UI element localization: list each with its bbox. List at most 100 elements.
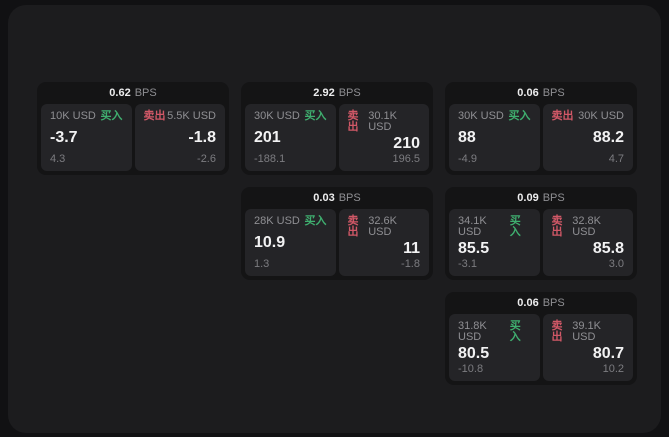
bps-unit: BPS <box>338 87 361 99</box>
buy-delta: -10.8 <box>458 363 484 375</box>
sell-price: 80.7 <box>592 344 624 362</box>
sell-panel[interactable]: 卖出 32.8K USD 85.8 3.0 <box>542 209 633 276</box>
buy-panel[interactable]: 30K USD 买入 201 -188.1 <box>245 104 336 171</box>
buy-price: 80.5 <box>458 344 490 362</box>
bps-unit: BPS <box>134 87 157 99</box>
buy-panel[interactable]: 10K USD 买入 -3.7 4.3 <box>41 104 132 171</box>
card-body: 28K USD 买入 10.9 1.3 卖出 32.6K USD 11 -1.8 <box>245 209 429 276</box>
sell-panel[interactable]: 卖出 39.1K USD 80.7 10.2 <box>542 314 633 381</box>
cards-grid: 0.62 BPS 10K USD 买入 -3.7 4.3 卖出 5.5K USD… <box>37 82 637 385</box>
sell-notional: 39.1K USD <box>572 320 601 343</box>
card-header: 0.06 BPS <box>449 292 633 314</box>
card-header: 0.03 BPS <box>245 187 429 209</box>
buy-delta: 1.3 <box>254 258 270 270</box>
card-body: 30K USD 买入 88 -4.9 卖出 30K USD 88.2 4.7 <box>449 104 633 171</box>
sell-panel[interactable]: 卖出 5.5K USD -1.8 -2.6 <box>134 104 225 171</box>
sell-top-row: 卖出 5.5K USD <box>144 111 217 122</box>
buy-notional: 28K USD <box>254 215 300 227</box>
buy-side-label: 买入 <box>509 215 521 238</box>
sell-notional: 32.6K USD <box>368 215 397 238</box>
buy-panel[interactable]: 28K USD 买入 10.9 1.3 <box>245 209 336 276</box>
buy-top-row: 30K USD 买入 <box>254 111 327 122</box>
buy-price: -3.7 <box>50 129 78 146</box>
sell-panel[interactable]: 卖出 30K USD 88.2 4.7 <box>542 104 633 171</box>
bps-unit: BPS <box>338 192 361 204</box>
sell-side-label: 卖出 <box>551 110 574 122</box>
buy-delta: -4.9 <box>458 153 477 165</box>
card-body: 31.8K USD 买入 80.5 -10.8 卖出 39.1K USD 80.… <box>449 314 633 381</box>
sell-panel[interactable]: 卖出 30.1K USD 210 196.5 <box>338 104 429 171</box>
quote-card: 2.92 BPS 30K USD 买入 201 -188.1 卖出 30.1K … <box>241 82 433 175</box>
buy-side-label: 买入 <box>508 110 531 122</box>
sell-top-row: 卖出 39.1K USD <box>552 321 625 343</box>
card-header: 0.06 BPS <box>449 82 633 104</box>
sell-side-label: 卖出 <box>347 110 359 133</box>
buy-side-label: 买入 <box>304 110 327 122</box>
card-body: 34.1K USD 买入 85.5 -3.1 卖出 32.8K USD 85.8… <box>449 209 633 276</box>
sell-price: 85.8 <box>592 239 624 257</box>
sell-notional: 5.5K USD <box>167 110 216 122</box>
bps-unit: BPS <box>542 297 565 309</box>
buy-price: 10.9 <box>254 234 286 251</box>
sell-delta: 4.7 <box>608 153 624 165</box>
sell-side-label: 卖出 <box>347 215 359 238</box>
quote-card: 0.03 BPS 28K USD 买入 10.9 1.3 卖出 32.6K US… <box>241 187 433 280</box>
buy-side-label: 买入 <box>304 215 327 227</box>
quote-card: 0.62 BPS 10K USD 买入 -3.7 4.3 卖出 5.5K USD… <box>37 82 229 175</box>
sell-price: 88.2 <box>592 129 624 146</box>
sell-price: 11 <box>403 239 420 257</box>
sell-delta: -2.6 <box>197 153 216 165</box>
sell-delta: 10.2 <box>602 363 624 375</box>
buy-side-label: 买入 <box>509 320 521 343</box>
buy-panel[interactable]: 30K USD 买入 88 -4.9 <box>449 104 540 171</box>
buy-price: 201 <box>254 129 281 146</box>
sell-price: -1.8 <box>188 129 216 146</box>
bps-value: 0.03 <box>313 192 335 204</box>
bps-unit: BPS <box>542 192 565 204</box>
sell-top-row: 卖出 32.8K USD <box>552 216 625 238</box>
buy-top-row: 10K USD 买入 <box>50 111 123 122</box>
sell-top-row: 卖出 32.6K USD <box>348 216 421 238</box>
sell-side-label: 卖出 <box>551 320 563 343</box>
sell-top-row: 卖出 30K USD <box>552 111 625 122</box>
buy-notional: 30K USD <box>458 110 504 122</box>
buy-delta: -188.1 <box>254 153 286 165</box>
buy-notional: 31.8K USD <box>458 320 487 343</box>
bps-value: 0.09 <box>517 192 539 204</box>
buy-price: 85.5 <box>458 239 490 257</box>
quote-card: 0.06 BPS 31.8K USD 买入 80.5 -10.8 卖出 39.1… <box>445 292 637 385</box>
buy-top-row: 34.1K USD 买入 <box>458 216 531 238</box>
buy-side-label: 买入 <box>100 110 123 122</box>
buy-panel[interactable]: 34.1K USD 买入 85.5 -3.1 <box>449 209 540 276</box>
buy-price: 88 <box>458 129 476 146</box>
sell-price: 210 <box>393 134 420 152</box>
sell-side-label: 卖出 <box>551 215 563 238</box>
buy-panel[interactable]: 31.8K USD 买入 80.5 -10.8 <box>449 314 540 381</box>
quote-card: 0.06 BPS 30K USD 买入 88 -4.9 卖出 30K USD 8… <box>445 82 637 175</box>
buy-delta: -3.1 <box>458 258 477 270</box>
bps-value: 0.62 <box>109 87 131 99</box>
sell-notional: 30.1K USD <box>368 110 397 133</box>
sell-top-row: 卖出 30.1K USD <box>348 111 421 133</box>
buy-notional: 10K USD <box>50 110 96 122</box>
sell-notional: 32.8K USD <box>572 215 601 238</box>
buy-notional: 30K USD <box>254 110 300 122</box>
sell-notional: 30K USD <box>578 110 624 122</box>
card-header: 2.92 BPS <box>245 82 429 104</box>
card-header: 0.62 BPS <box>41 82 225 104</box>
buy-top-row: 30K USD 买入 <box>458 111 531 122</box>
bps-value: 0.06 <box>517 297 539 309</box>
card-body: 10K USD 买入 -3.7 4.3 卖出 5.5K USD -1.8 -2.… <box>41 104 225 171</box>
quote-card: 0.09 BPS 34.1K USD 买入 85.5 -3.1 卖出 32.8K… <box>445 187 637 280</box>
card-header: 0.09 BPS <box>449 187 633 209</box>
sell-delta: 3.0 <box>608 258 624 270</box>
sell-side-label: 卖出 <box>143 110 166 122</box>
bps-unit: BPS <box>542 87 565 99</box>
sell-delta: -1.8 <box>401 258 420 270</box>
bps-value: 2.92 <box>313 87 335 99</box>
buy-delta: 4.3 <box>50 153 66 165</box>
buy-top-row: 31.8K USD 买入 <box>458 321 531 343</box>
sell-panel[interactable]: 卖出 32.6K USD 11 -1.8 <box>338 209 429 276</box>
buy-top-row: 28K USD 买入 <box>254 216 327 227</box>
card-body: 30K USD 买入 201 -188.1 卖出 30.1K USD 210 1… <box>245 104 429 171</box>
